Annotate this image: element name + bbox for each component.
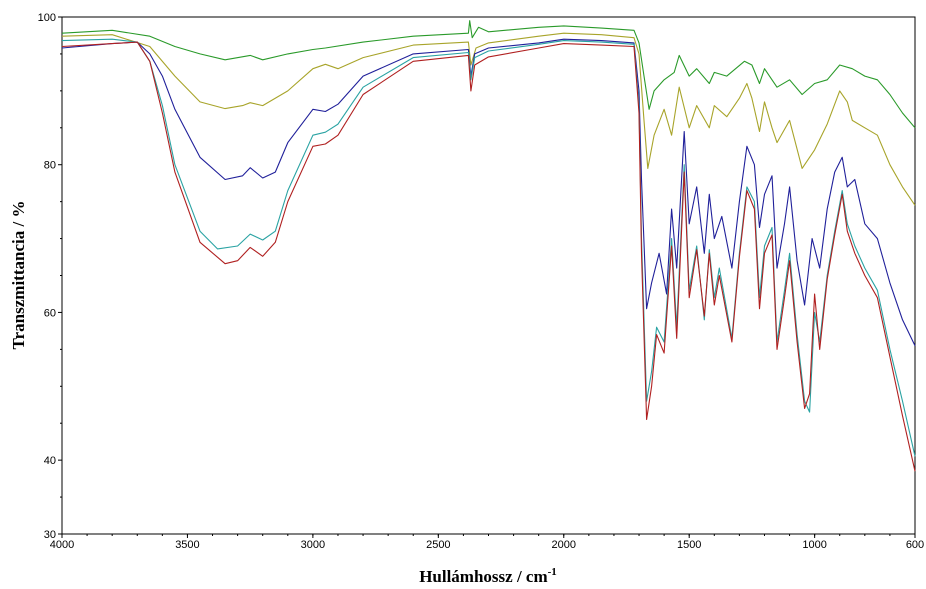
- y-axis-title: Transzmittancia / %: [9, 201, 28, 350]
- spectrum-line-2: [61, 32, 916, 206]
- x-tick-label: 3000: [301, 539, 325, 551]
- y-tick-label: 40: [44, 455, 56, 467]
- x-tick-label: 1500: [677, 539, 701, 551]
- y-tick-label: 60: [44, 307, 56, 319]
- x-axis-title-text: Hullámhossz / cm: [419, 567, 547, 586]
- spectrum-line-5: [61, 41, 916, 472]
- x-tick-label: 1000: [802, 539, 826, 551]
- x-axis-title-superscript: -1: [548, 566, 557, 578]
- x-tick-label: 3500: [175, 539, 199, 551]
- y-tick-label: 30: [44, 529, 56, 541]
- spectrum-line-3: [61, 38, 916, 346]
- series-group: [61, 20, 916, 472]
- x-tick-label: 2500: [426, 539, 450, 551]
- x-tick-label: 600: [906, 539, 924, 551]
- y-tick-label: 80: [44, 160, 56, 172]
- spectrum-line-1: [61, 20, 916, 129]
- spectrum-line-4: [61, 38, 916, 457]
- x-axis-title: Hullámhossz / cm-1: [419, 566, 557, 586]
- x-tick-label: 4000: [50, 539, 74, 551]
- ticks-group: 4000 3500 3000 2500 2000 1500 1000 600 30 40 60 80 1…: [38, 12, 925, 551]
- x-tick-label: 2000: [552, 539, 576, 551]
- y-tick-label: 100: [38, 12, 56, 24]
